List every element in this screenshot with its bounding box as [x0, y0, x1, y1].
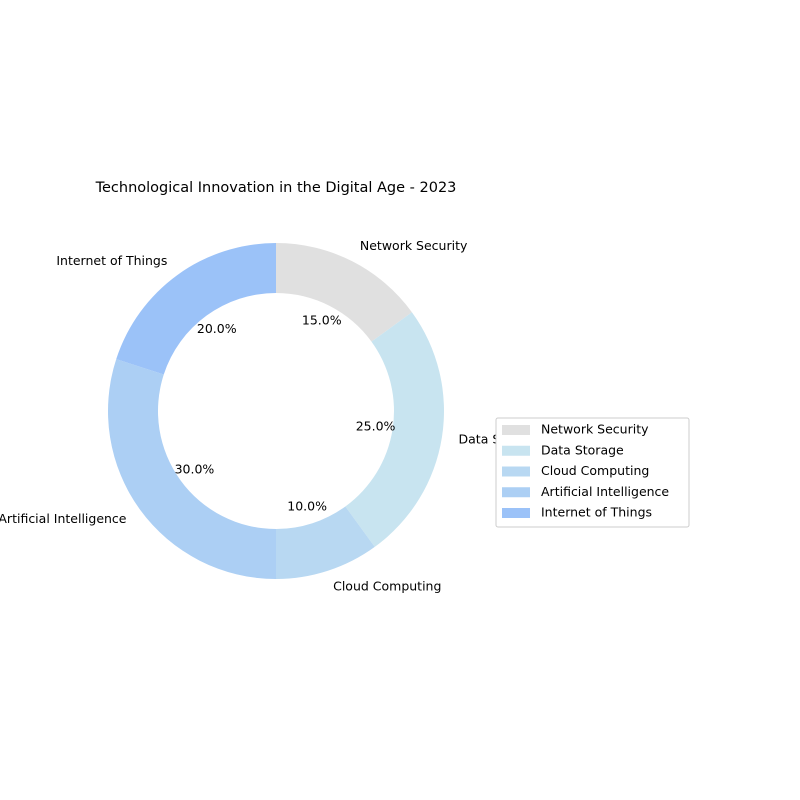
legend-swatch-cloud-computing	[502, 466, 530, 477]
donut-slices	[107, 243, 445, 579]
legend-frame	[495, 417, 690, 528]
slice-internet-of-things	[116, 243, 276, 375]
legend-label-network-security: Network Security	[541, 422, 649, 437]
legend-label-cloud-computing: Cloud Computing	[541, 463, 649, 478]
legend-label-data-storage: Data Storage	[541, 442, 624, 457]
slice-label-internet-of-things: Internet of Things	[56, 253, 167, 268]
legend-label-internet-of-things: Internet of Things	[541, 505, 652, 520]
legend: Network Security Data Storage Cloud Comput…	[495, 417, 690, 528]
pct-label-network-security: 15.0%	[302, 313, 342, 328]
legend-label-artificial-intelligence: Artificial Intelligence	[541, 484, 669, 499]
slice-network-security	[276, 243, 412, 342]
slice-label-cloud-computing: Cloud Computing	[333, 578, 441, 593]
pct-label-cloud-computing: 10.0%	[287, 498, 327, 513]
legend-swatch-network-security	[502, 425, 530, 435]
legend-swatch-artificial-intelligence	[502, 487, 530, 498]
legend-swatch-internet-of-things	[502, 508, 530, 518]
pct-label-data-storage: 25.0%	[356, 418, 396, 433]
slice-artificial-intelligence	[107, 359, 276, 579]
chart-title: Technological Innovation in the Digital …	[95, 180, 457, 196]
pct-label-artificial-intelligence: 30.0%	[175, 462, 215, 477]
pct-label-internet-of-things: 20.0%	[197, 321, 237, 336]
slice-label-network-security: Network Security	[360, 238, 468, 253]
slice-cloud-computing	[276, 506, 375, 579]
slice-data-storage	[345, 312, 445, 547]
slice-label-artificial-intelligence: Artificial Intelligence	[0, 511, 127, 526]
legend-swatch-data-storage	[502, 445, 530, 456]
percentage-labels: 15.0% 25.0% 10.0% 30.0% 20.0%	[175, 313, 396, 514]
